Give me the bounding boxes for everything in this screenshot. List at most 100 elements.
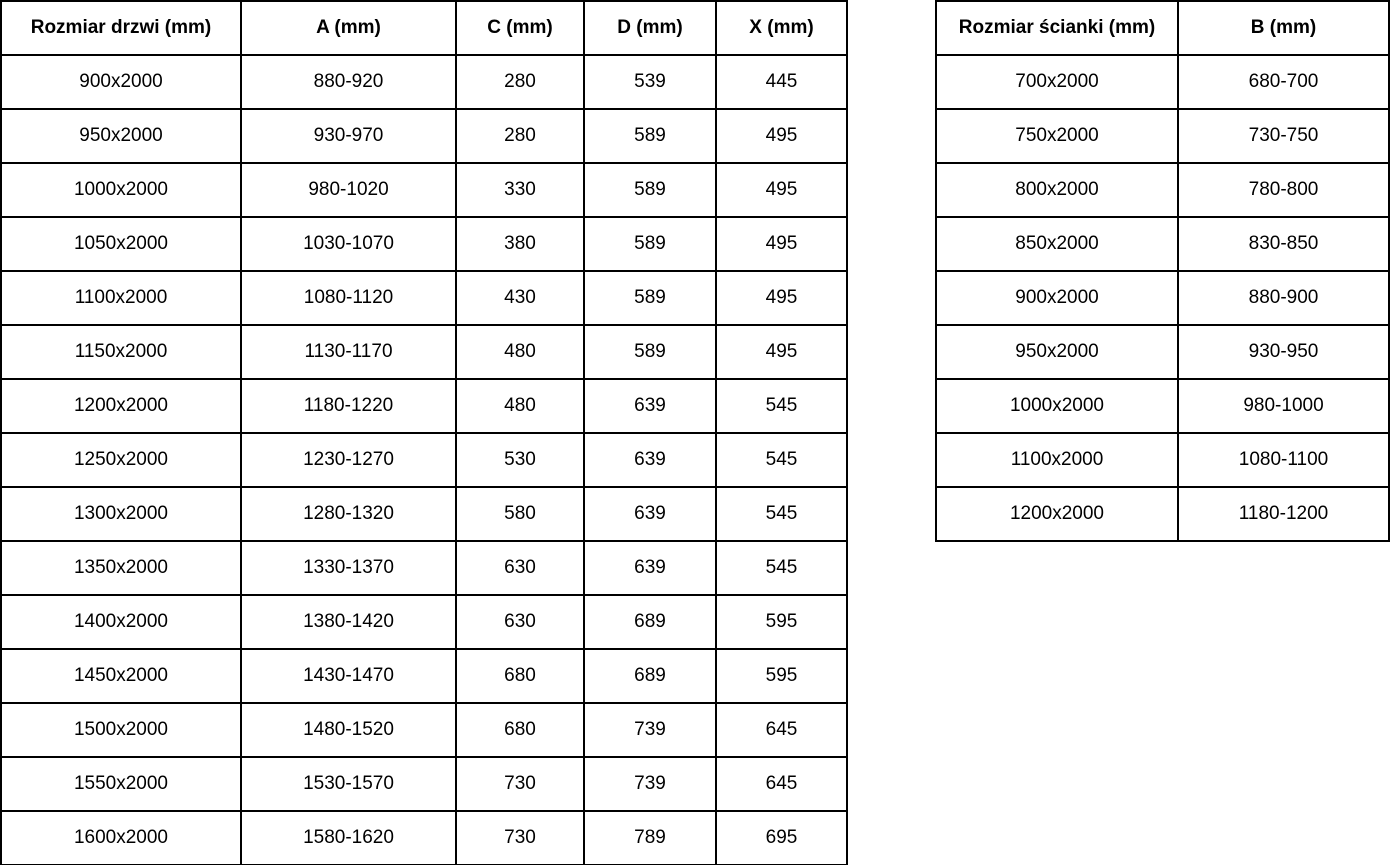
- table-row: 750x2000 730-750: [935, 108, 1390, 164]
- table-cell: 950x2000: [0, 108, 242, 164]
- table-cell: 730: [455, 756, 585, 812]
- table-row: 1200x2000 1180-1200: [935, 486, 1390, 542]
- table-cell: 589: [583, 216, 717, 272]
- table-cell: 730: [455, 810, 585, 865]
- table-cell: 639: [583, 486, 717, 542]
- table-row: 1500x2000 1480-1520 680 739 645: [0, 702, 848, 758]
- table-cell: 880-920: [240, 54, 457, 110]
- table-cell: 1100x2000: [0, 270, 242, 326]
- door-sizes-table: Rozmiar drzwi (mm) A (mm) C (mm) D (mm) X (m…: [0, 0, 848, 865]
- table-cell: 1080-1100: [1177, 432, 1390, 488]
- table-cell: 495: [715, 324, 848, 380]
- table-cell: 680: [455, 702, 585, 758]
- table-cell: 1450x2000: [0, 648, 242, 704]
- table-cell: 730-750: [1177, 108, 1390, 164]
- table-cell: 1480-1520: [240, 702, 457, 758]
- table-cell: 645: [715, 756, 848, 812]
- table-cell: 750x2000: [935, 108, 1179, 164]
- table-cell: 1530-1570: [240, 756, 457, 812]
- table-cell: 780-800: [1177, 162, 1390, 218]
- table-cell: 689: [583, 594, 717, 650]
- table-cell: 480: [455, 378, 585, 434]
- table-cell: 1230-1270: [240, 432, 457, 488]
- table-cell: 495: [715, 162, 848, 218]
- table-cell: 739: [583, 756, 717, 812]
- table-cell: 639: [583, 432, 717, 488]
- table-cell: 1030-1070: [240, 216, 457, 272]
- table-cell: 495: [715, 270, 848, 326]
- table-cell: 330: [455, 162, 585, 218]
- table-cell: 695: [715, 810, 848, 865]
- table-row: 1350x2000 1330-1370 630 639 545: [0, 540, 848, 596]
- table-cell: 700x2000: [935, 54, 1179, 110]
- table-cell: 1300x2000: [0, 486, 242, 542]
- wall-panel-sizes-table: Rozmiar ścianki (mm) B (mm) 700x2000 680-70…: [935, 0, 1390, 542]
- table-cell: 1550x2000: [0, 756, 242, 812]
- table-cell: 380: [455, 216, 585, 272]
- table-cell: 1400x2000: [0, 594, 242, 650]
- table-cell: 630: [455, 594, 585, 650]
- table-cell: 930-970: [240, 108, 457, 164]
- table-cell: 1130-1170: [240, 324, 457, 380]
- table-cell: 580: [455, 486, 585, 542]
- table-cell: 1380-1420: [240, 594, 457, 650]
- table-row: 1300x2000 1280-1320 580 639 545: [0, 486, 848, 542]
- table-cell: 1050x2000: [0, 216, 242, 272]
- table-cell: 1000x2000: [935, 378, 1179, 434]
- table-cell: 430: [455, 270, 585, 326]
- table-cell: 1080-1120: [240, 270, 457, 326]
- table-row: 1200x2000 1180-1220 480 639 545: [0, 378, 848, 434]
- table-cell: 480: [455, 324, 585, 380]
- table-cell: 1580-1620: [240, 810, 457, 865]
- table-cell: 689: [583, 648, 717, 704]
- table-cell: 630: [455, 540, 585, 596]
- table-row: 1400x2000 1380-1420 630 689 595: [0, 594, 848, 650]
- table-row: 950x2000 930-950: [935, 324, 1390, 380]
- table-row: 1100x2000 1080-1120 430 589 495: [0, 270, 848, 326]
- table-row: 1150x2000 1130-1170 480 589 495: [0, 324, 848, 380]
- table-row: 1000x2000 980-1020 330 589 495: [0, 162, 848, 218]
- table-cell: 595: [715, 594, 848, 650]
- table-row: 800x2000 780-800: [935, 162, 1390, 218]
- table-cell: 1200x2000: [0, 378, 242, 434]
- table-cell: 1250x2000: [0, 432, 242, 488]
- table-cell: 789: [583, 810, 717, 865]
- table-row: 1250x2000 1230-1270 530 639 545: [0, 432, 848, 488]
- table-cell: 1430-1470: [240, 648, 457, 704]
- table-cell: 1100x2000: [935, 432, 1179, 488]
- table-cell: 545: [715, 540, 848, 596]
- column-header: Rozmiar drzwi (mm): [0, 0, 242, 56]
- table-cell: 830-850: [1177, 216, 1390, 272]
- table-row: 1000x2000 980-1000: [935, 378, 1390, 434]
- table-cell: 639: [583, 378, 717, 434]
- table-cell: 639: [583, 540, 717, 596]
- column-header: A (mm): [240, 0, 457, 56]
- table-cell: 880-900: [1177, 270, 1390, 326]
- table-cell: 1330-1370: [240, 540, 457, 596]
- table-row: 1450x2000 1430-1470 680 689 595: [0, 648, 848, 704]
- column-header: B (mm): [1177, 0, 1390, 56]
- table-cell: 545: [715, 378, 848, 434]
- table-cell: 1500x2000: [0, 702, 242, 758]
- table-cell: 1180-1200: [1177, 486, 1390, 542]
- header-row: Rozmiar ścianki (mm) B (mm): [935, 0, 1390, 56]
- column-header: D (mm): [583, 0, 717, 56]
- table-cell: 1350x2000: [0, 540, 242, 596]
- table-cell: 495: [715, 216, 848, 272]
- column-header: C (mm): [455, 0, 585, 56]
- header-row: Rozmiar drzwi (mm) A (mm) C (mm) D (mm) X (m…: [0, 0, 848, 56]
- table-cell: 900x2000: [935, 270, 1179, 326]
- column-header: Rozmiar ścianki (mm): [935, 0, 1179, 56]
- table-row: 700x2000 680-700: [935, 54, 1390, 110]
- table-cell: 530: [455, 432, 585, 488]
- column-header: X (mm): [715, 0, 848, 56]
- table-cell: 589: [583, 324, 717, 380]
- table-cell: 589: [583, 108, 717, 164]
- table-cell: 280: [455, 54, 585, 110]
- table-row: 900x2000 880-900: [935, 270, 1390, 326]
- table-cell: 1600x2000: [0, 810, 242, 865]
- table-cell: 495: [715, 108, 848, 164]
- table-row: 900x2000 880-920 280 539 445: [0, 54, 848, 110]
- table-cell: 800x2000: [935, 162, 1179, 218]
